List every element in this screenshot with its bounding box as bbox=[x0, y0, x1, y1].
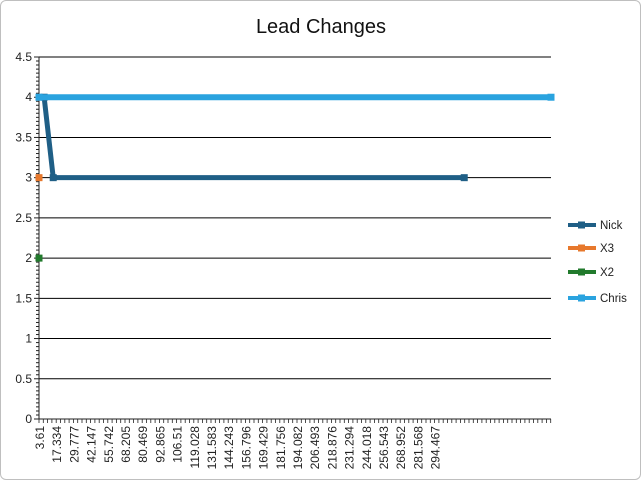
x-tick-label: 268.952 bbox=[394, 426, 408, 470]
x-tick-label: 131.583 bbox=[205, 426, 219, 470]
x-tick-label: 92.865 bbox=[153, 426, 167, 463]
y-tick-label: 2 bbox=[25, 251, 32, 265]
x-tick-label: 206.493 bbox=[308, 426, 322, 470]
x-tick-label: 106.51 bbox=[171, 426, 185, 463]
y-tick-label: 2.5 bbox=[15, 211, 32, 225]
x-tick-label: 80.469 bbox=[136, 426, 150, 463]
y-tick-label: 1 bbox=[25, 332, 32, 346]
x-axis-labels: 3.61 17.334 29.777 42.147 55.742 68.205 80.469… bbox=[33, 426, 443, 470]
series-chris-point bbox=[547, 93, 555, 101]
legend-x3-label: X3 bbox=[600, 243, 614, 255]
x-tick-label: 55.742 bbox=[102, 426, 116, 463]
x-tick-label: 3.61 bbox=[33, 426, 47, 450]
x-tick-label: 281.568 bbox=[411, 426, 425, 470]
y-tick-label: 0 bbox=[25, 412, 32, 426]
x-tick-label: 68.205 bbox=[119, 426, 133, 463]
legend-x3-marker bbox=[578, 244, 585, 252]
series-x2-point bbox=[35, 254, 43, 262]
x-tick-label: 17.334 bbox=[50, 426, 64, 463]
x-tick-label: 244.018 bbox=[360, 426, 374, 470]
y-tick-label: 4 bbox=[25, 90, 32, 104]
x-tick-label: 144.243 bbox=[222, 426, 236, 470]
x-tick-label: 194.082 bbox=[291, 426, 305, 470]
series-chris-point bbox=[35, 93, 43, 101]
x-tick-label: 231.294 bbox=[343, 426, 357, 470]
y-tick-label: 3.5 bbox=[15, 130, 32, 144]
x-axis-ticks bbox=[38, 419, 552, 423]
x-tick-label: 156.796 bbox=[239, 426, 253, 470]
series-layer bbox=[35, 93, 555, 262]
x-tick-label: 29.777 bbox=[67, 426, 81, 463]
axes bbox=[34, 56, 551, 420]
y-tick-label: 0.5 bbox=[15, 372, 32, 386]
chart-title: Lead Changes bbox=[256, 16, 386, 38]
legend-chris-label: Chris bbox=[600, 293, 627, 305]
series-x3-point bbox=[35, 174, 43, 182]
series-nick-point bbox=[460, 174, 468, 182]
x-tick-label: 181.756 bbox=[274, 426, 288, 470]
x-tick-label: 42.147 bbox=[85, 426, 99, 463]
y-tick-label: 3 bbox=[25, 171, 32, 185]
legend-x2-marker bbox=[578, 268, 585, 276]
x-tick-label: 119.028 bbox=[188, 426, 202, 469]
x-tick-label: 169.429 bbox=[257, 426, 271, 470]
legend-chris-marker bbox=[578, 294, 585, 302]
legend-nick-label: Nick bbox=[600, 220, 623, 232]
x-tick-label: 218.876 bbox=[325, 426, 339, 470]
y-tick-label: 4.5 bbox=[15, 50, 32, 64]
x-tick-label: 256.543 bbox=[377, 426, 391, 470]
legend-nick-marker bbox=[578, 221, 585, 229]
legend-x2-label: X2 bbox=[600, 267, 614, 279]
x-tick-label: 294.467 bbox=[429, 426, 443, 470]
series-nick-point bbox=[49, 174, 57, 182]
legend: Nick X3 X2 Chris bbox=[568, 220, 627, 305]
y-axis-labels: 0 0.5 1 1.5 2 2.5 3 3.5 4 4.5 bbox=[15, 50, 32, 426]
grid-lines bbox=[39, 56, 551, 420]
y-tick-label: 1.5 bbox=[15, 291, 32, 305]
